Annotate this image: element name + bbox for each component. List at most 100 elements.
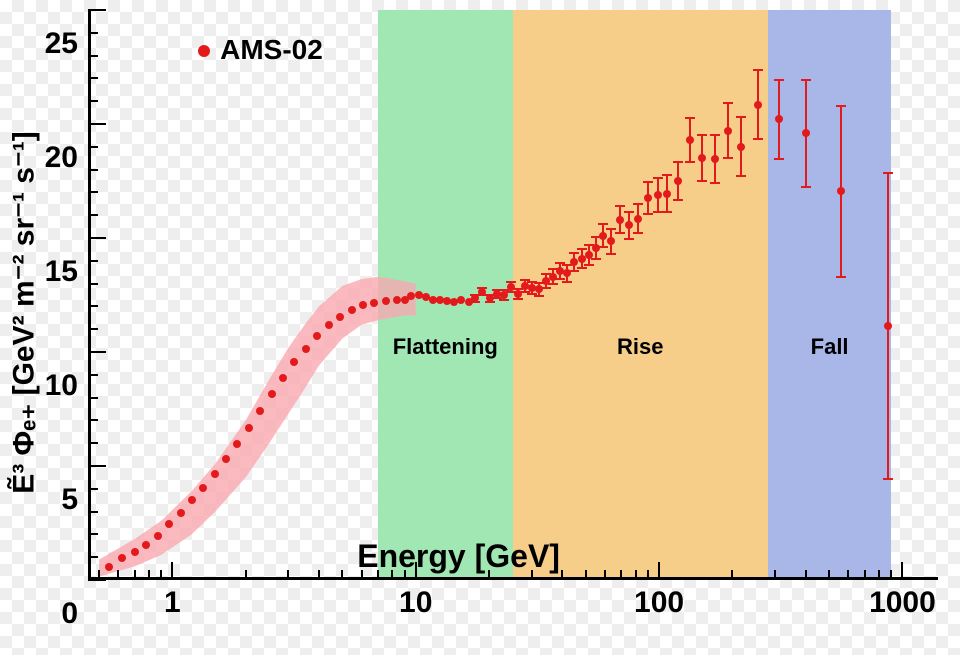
- x-tick-minor: [731, 570, 733, 580]
- error-cap: [643, 181, 653, 183]
- data-point: [599, 232, 607, 240]
- region-label-flattening: Flattening: [393, 334, 498, 360]
- x-tick-minor: [847, 570, 849, 580]
- data-point: [211, 470, 219, 478]
- y-tick-minor: [88, 169, 98, 171]
- error-cap: [615, 205, 625, 207]
- error-cap: [513, 298, 523, 300]
- data-point: [268, 390, 276, 398]
- error-cap: [548, 283, 558, 285]
- x-tick-minor: [561, 570, 563, 580]
- error-cap: [591, 258, 601, 260]
- data-point: [674, 177, 682, 185]
- data-point: [837, 187, 845, 195]
- data-point: [359, 301, 367, 309]
- data-point: [336, 313, 344, 321]
- y-tick-label: 15: [45, 255, 78, 289]
- data-point: [118, 554, 126, 562]
- error-cap: [633, 232, 643, 234]
- data-point: [325, 321, 333, 329]
- data-point: [884, 322, 892, 330]
- data-point: [348, 306, 356, 314]
- data-point: [290, 358, 298, 366]
- data-point: [724, 127, 732, 135]
- data-point: [313, 332, 321, 340]
- error-cap: [606, 253, 616, 255]
- x-tick-minor: [828, 570, 830, 580]
- error-cap: [598, 223, 608, 225]
- error-cap: [643, 213, 653, 215]
- y-tick: [88, 579, 106, 581]
- y-tick-minor: [88, 283, 98, 285]
- data-point: [625, 221, 633, 229]
- error-cap: [633, 203, 643, 205]
- x-tick-minor: [878, 570, 880, 580]
- x-tick-label: 100: [634, 586, 684, 620]
- x-tick-minor: [774, 570, 776, 580]
- data-point: [698, 154, 706, 162]
- error-cap: [753, 69, 763, 71]
- y-tick-minor: [88, 191, 98, 193]
- y-tick: [88, 465, 106, 467]
- region-label-fall: Fall: [811, 334, 849, 360]
- data-point: [199, 484, 207, 492]
- region-label-rise: Rise: [617, 334, 663, 360]
- data-point: [654, 191, 662, 199]
- error-cap: [801, 79, 811, 81]
- y-tick-label: 0: [61, 597, 78, 631]
- data-point: [188, 496, 196, 504]
- x-tick-minor: [635, 570, 637, 580]
- error-cap: [662, 174, 672, 176]
- x-tick-label: 1: [164, 586, 181, 620]
- plot-area: Flattening Rise Fall: [88, 10, 938, 580]
- y-tick-minor: [88, 556, 98, 558]
- data-point: [154, 532, 162, 540]
- x-tick-minor: [117, 570, 119, 580]
- data-point: [222, 455, 230, 463]
- error-cap: [577, 267, 587, 269]
- data-point: [802, 129, 810, 137]
- error-cap: [774, 158, 784, 160]
- error-cap: [774, 79, 784, 81]
- error-cap: [624, 211, 634, 213]
- y-tick-minor: [88, 260, 98, 262]
- x-tick-minor: [160, 570, 162, 580]
- error-cap: [673, 161, 683, 163]
- error-cap: [736, 175, 746, 177]
- error-cap: [653, 177, 663, 179]
- x-tick: [658, 562, 660, 580]
- y-tick: [88, 351, 106, 353]
- error-cap: [555, 278, 565, 280]
- error-cap: [685, 161, 695, 163]
- error-cap: [598, 246, 608, 248]
- x-tick-minor: [245, 570, 247, 580]
- data-point: [382, 297, 390, 305]
- x-tick-minor: [341, 570, 343, 580]
- error-cap: [836, 105, 846, 107]
- error-cap: [710, 134, 720, 136]
- y-axis-line: [88, 10, 91, 580]
- data-point: [233, 440, 241, 448]
- error-cap: [662, 211, 672, 213]
- error-cap: [624, 238, 634, 240]
- y-tick: [88, 237, 106, 239]
- y-tick-minor: [88, 419, 98, 421]
- y-tick-minor: [88, 442, 98, 444]
- error-cap: [883, 172, 893, 174]
- error-cap: [615, 232, 625, 234]
- error-cap: [883, 478, 893, 480]
- error-cap: [697, 180, 707, 182]
- error-cap: [569, 252, 579, 254]
- y-tick-label: 20: [45, 141, 78, 175]
- data-point: [607, 237, 615, 245]
- x-tick-minor: [890, 570, 892, 580]
- y-tick-minor: [88, 146, 98, 148]
- data-point: [105, 563, 113, 571]
- x-tick-label: 10: [399, 586, 432, 620]
- error-cap: [753, 138, 763, 140]
- y-tick: [88, 123, 106, 125]
- data-point: [131, 548, 139, 556]
- x-tick-minor: [287, 570, 289, 580]
- x-tick-minor: [585, 570, 587, 580]
- y-tick-label: 25: [45, 27, 78, 61]
